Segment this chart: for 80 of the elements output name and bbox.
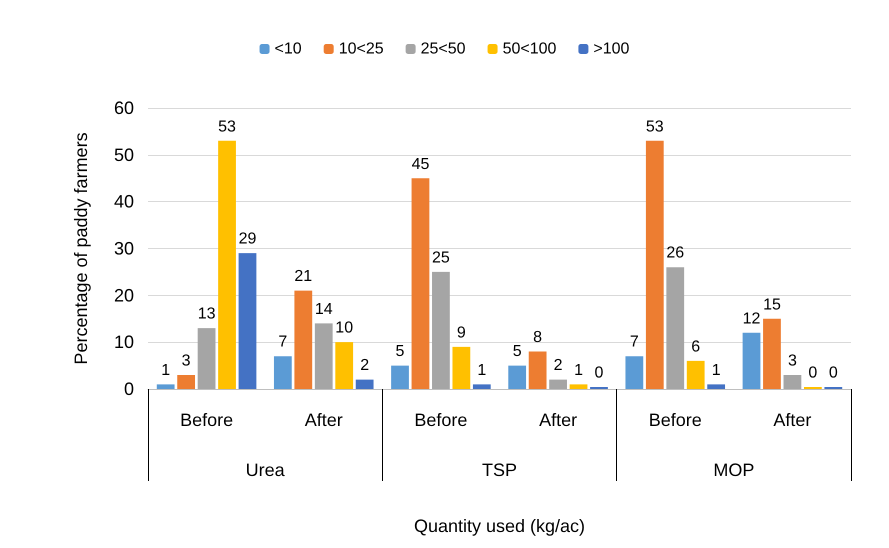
x-axis-title: Quantity used (kg/ac) <box>414 516 586 536</box>
y-tick-label: 40 <box>114 192 134 212</box>
bar <box>646 140 664 389</box>
data-label: 12 <box>742 310 761 328</box>
bar <box>625 356 644 389</box>
bar <box>472 384 491 389</box>
data-label: 1 <box>477 362 486 379</box>
bar <box>763 318 781 389</box>
data-label: 1 <box>161 362 170 379</box>
data-label: 2 <box>360 357 370 374</box>
data-label: 13 <box>198 306 216 323</box>
x-tick-label: After <box>304 410 343 430</box>
data-label: 7 <box>278 334 288 351</box>
data-label: 8 <box>533 329 542 346</box>
text: MOP <box>713 460 754 480</box>
data-label: 5 <box>512 343 522 360</box>
data-label: 10 <box>335 320 354 337</box>
y-tick-label: 30 <box>114 238 134 258</box>
bar <box>294 290 312 389</box>
bar <box>335 342 354 389</box>
legend-label: <10 <box>274 40 302 58</box>
data-label: 26 <box>666 244 684 262</box>
data-label: 3 <box>788 352 797 370</box>
y-tick-label: 0 <box>124 379 134 399</box>
bar <box>156 384 175 389</box>
bar <box>452 346 470 389</box>
bar <box>549 380 567 389</box>
data-label: 29 <box>238 230 256 248</box>
legend-label: >100 <box>593 40 630 58</box>
bar <box>784 374 802 389</box>
y-tick-label: 10 <box>114 332 134 352</box>
text: TSP <box>482 460 518 480</box>
bar <box>218 140 236 389</box>
bar <box>686 360 705 389</box>
data-label: 53 <box>218 118 236 136</box>
data-label: 5 <box>396 343 405 360</box>
data-label: 6 <box>691 338 700 356</box>
bar <box>707 384 726 389</box>
bar <box>508 366 526 389</box>
x-tick-label: After <box>773 410 812 430</box>
data-label: 1 <box>574 362 584 379</box>
bar <box>198 328 216 389</box>
data-label: 2 <box>554 357 563 374</box>
data-label: 21 <box>294 268 312 286</box>
bar <box>391 366 409 389</box>
data-label: 0 <box>594 364 604 382</box>
data-label: 0 <box>828 364 838 382</box>
x-tick-label: Before <box>648 410 702 430</box>
data-label: 0 <box>808 364 818 382</box>
data-label: 1 <box>712 362 721 379</box>
bar <box>238 253 256 389</box>
data-label: 7 <box>630 334 639 351</box>
legend-label: 25<50 <box>420 40 466 58</box>
data-label: 15 <box>763 296 781 314</box>
bar <box>528 352 547 389</box>
data-label: 3 <box>182 352 191 370</box>
legend-label: 50<100 <box>502 40 557 58</box>
data-label: 9 <box>456 324 466 342</box>
x-tick-label: Before <box>414 410 468 430</box>
bar <box>314 323 333 389</box>
bar <box>742 332 760 389</box>
bar <box>412 178 430 389</box>
y-axis-title: Percentage of paddy farmers <box>71 132 91 365</box>
bar <box>666 267 684 389</box>
text: Urea <box>246 460 286 480</box>
data-label: 45 <box>412 156 430 173</box>
bar <box>274 356 292 389</box>
data-label: 14 <box>314 300 333 318</box>
data-label: 53 <box>646 118 664 136</box>
bar <box>432 272 450 389</box>
legend-label: 10<25 <box>338 40 384 58</box>
y-tick-label: 50 <box>114 144 134 165</box>
y-tick-label: 60 <box>114 98 134 118</box>
bar <box>570 384 588 389</box>
data-label: 25 <box>432 249 450 266</box>
x-tick-label: After <box>539 410 578 430</box>
bar <box>356 380 374 389</box>
x-tick-label: Before <box>180 410 234 430</box>
y-tick-label: 20 <box>114 285 134 306</box>
bar <box>177 374 196 389</box>
